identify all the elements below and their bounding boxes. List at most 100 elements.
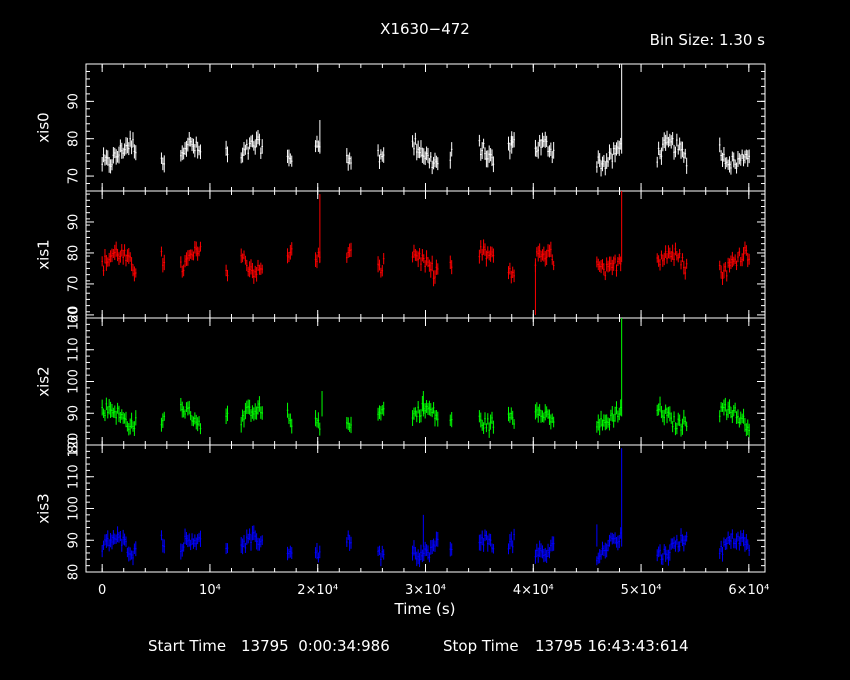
series-xis1	[101, 191, 750, 315]
panel-xis0: 70 80 90 xis0	[35, 63, 766, 192]
series-xis3	[101, 448, 750, 568]
x-tick-label: 5×10⁴	[621, 583, 662, 598]
data-segment	[314, 410, 321, 436]
data-segment	[160, 246, 166, 273]
data-segment	[656, 396, 688, 437]
data-segment	[478, 529, 495, 554]
panel-label-xis1: xis1	[35, 239, 53, 269]
panel-xis3: 80 90 100 110 120 xis3	[35, 433, 766, 581]
y-tick-label: 80	[67, 245, 82, 262]
data-segment	[225, 542, 229, 555]
data-segment	[346, 242, 352, 263]
panel-label-xis2: xis2	[35, 366, 53, 396]
data-segment	[377, 253, 385, 278]
data-segment	[286, 149, 293, 167]
data-segment	[449, 541, 453, 557]
data-segment	[656, 528, 688, 566]
y-tick-label: 70	[67, 168, 82, 185]
data-segment	[160, 411, 166, 432]
data-segment	[225, 405, 229, 425]
data-segment	[411, 132, 439, 175]
stop-time-label: Stop Time	[443, 637, 519, 655]
data-segment	[377, 401, 385, 421]
y-tick-label: 80	[67, 437, 82, 454]
data-segment	[656, 242, 688, 280]
y-tick-label: 100	[67, 496, 82, 521]
y-tick-label: 110	[67, 337, 82, 362]
data-segment	[596, 253, 622, 281]
data-segment	[596, 399, 622, 436]
data-segment	[377, 144, 385, 169]
y-tick-label: 80	[67, 564, 82, 581]
data-segment	[507, 406, 515, 429]
x-tick-label: 6×10⁴	[728, 583, 769, 598]
panel-xis2: 80 90 100 110 120 xis2	[35, 306, 766, 454]
data-segment	[377, 545, 385, 567]
data-segment	[286, 545, 293, 561]
x-tick-label: 2×10⁴	[297, 583, 338, 598]
data-segment	[411, 531, 439, 568]
y-tick-label: 90	[67, 405, 82, 422]
data-segment	[101, 241, 137, 282]
y-tick-label: 60	[67, 307, 82, 324]
data-segment	[240, 525, 264, 555]
y-tick-label: 120	[67, 433, 82, 458]
stop-time-value: 13795 16:43:43:614	[535, 637, 689, 655]
data-segment	[507, 262, 515, 284]
data-segment	[180, 131, 202, 162]
data-segment	[286, 242, 293, 264]
y-tick-label: 100	[67, 369, 82, 394]
data-segment	[718, 137, 750, 175]
x-tick-label: 3×10⁴	[405, 583, 446, 598]
series-xis0	[101, 64, 750, 177]
data-segment	[596, 137, 622, 177]
data-segment	[101, 397, 137, 436]
panel-frame	[85, 63, 766, 192]
data-segment	[507, 528, 515, 555]
x-axis: 0 10⁴ 2×10⁴ 3×10⁴ 4×10⁴ 5×10⁴ 6×10⁴	[98, 583, 769, 598]
data-segment	[346, 530, 352, 551]
x-tick-label: 0	[98, 583, 106, 598]
x-tick-label: 4×10⁴	[513, 583, 554, 598]
panel-xis1: 60 70 80 90 xis1	[35, 190, 766, 324]
data-segment	[180, 397, 202, 435]
data-segment	[225, 264, 229, 282]
data-segment	[478, 410, 495, 438]
data-segment	[346, 148, 352, 171]
data-segment	[718, 529, 750, 562]
data-segment	[449, 412, 453, 428]
data-segment	[478, 239, 495, 267]
y-tick-label: 70	[67, 276, 82, 293]
data-segment	[411, 395, 439, 427]
data-segment	[718, 397, 750, 438]
data-segment	[411, 244, 439, 287]
series-xis2	[101, 318, 750, 438]
start-time-label: Start Time	[148, 637, 226, 655]
y-tick-label: 90	[67, 532, 82, 549]
data-segment	[449, 255, 453, 275]
y-tick-label: 80	[67, 130, 82, 147]
x-axis-label: Time (s)	[394, 600, 456, 618]
data-segment	[478, 134, 495, 173]
data-segment	[225, 140, 229, 163]
x-tick-label: 10⁴	[199, 583, 221, 598]
data-segment	[180, 528, 202, 560]
data-segment	[286, 402, 293, 434]
panels: 70 80 90 xis0 60 70 80 90 xis1 80 90 100 110 120 xis2 8…	[35, 63, 766, 581]
data-segment	[534, 241, 555, 273]
data-segment	[240, 396, 264, 433]
y-tick-label: 90	[67, 214, 82, 231]
data-segment	[596, 527, 622, 566]
data-segment	[656, 130, 688, 174]
panel-label-xis0: xis0	[35, 112, 53, 142]
panel-frame	[85, 317, 766, 446]
chart-title: X1630−472	[380, 20, 470, 38]
data-segment	[314, 542, 321, 563]
y-tick-label: 110	[67, 464, 82, 489]
data-segment	[534, 536, 555, 564]
data-segment	[101, 526, 137, 566]
data-segment	[534, 402, 555, 430]
start-time-value: 13795 0:00:34:986	[241, 637, 390, 655]
data-segment	[534, 131, 555, 164]
